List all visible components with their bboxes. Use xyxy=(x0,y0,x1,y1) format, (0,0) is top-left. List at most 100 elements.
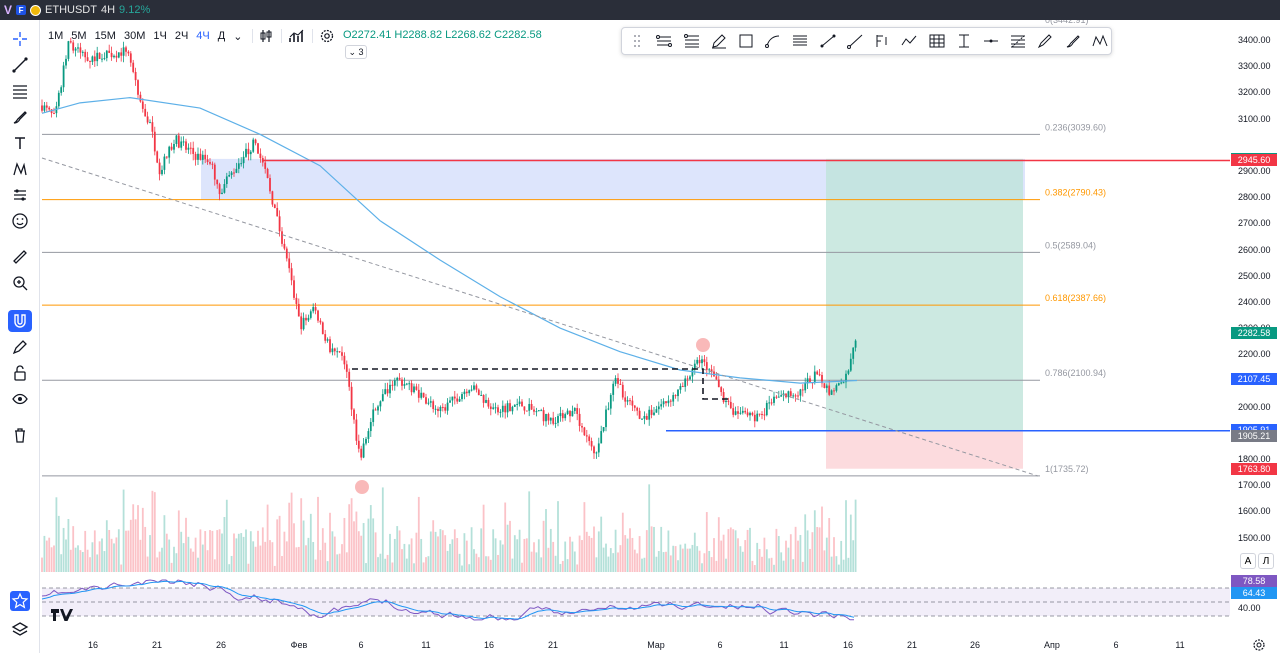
stay-in-drawing-button[interactable] xyxy=(8,336,32,358)
fav-tool-pen-button[interactable] xyxy=(1034,30,1056,52)
candle-body xyxy=(744,410,747,413)
settings-gear-icon[interactable] xyxy=(319,28,335,44)
ruler-tool-button[interactable] xyxy=(8,246,32,268)
trendline-icon xyxy=(820,34,836,48)
fav-tool-highlighter-button[interactable] xyxy=(708,30,730,52)
timeframe-1h[interactable]: 1Ч xyxy=(153,30,167,42)
high-marker xyxy=(696,338,710,352)
fav-tool-hline-button[interactable] xyxy=(980,30,1002,52)
lock-drawings-button[interactable] xyxy=(8,362,32,384)
candle-body xyxy=(545,414,547,422)
timeframe-4h[interactable]: 4Ч xyxy=(196,30,210,42)
volume-bar xyxy=(213,559,216,572)
volume-bar xyxy=(307,537,310,572)
candle-body xyxy=(343,355,346,365)
volume-bar xyxy=(233,533,235,572)
crosshair-tool-button[interactable] xyxy=(8,28,32,50)
price-axis[interactable]: 3400.00 3300.00 3200.00 3100.00 2900.00 2800.… xyxy=(1230,20,1280,633)
fav-tool-grid-button[interactable] xyxy=(925,30,947,52)
volume-bar xyxy=(521,562,523,572)
volume-bar xyxy=(571,541,574,572)
fav-tool-price-range-button[interactable] xyxy=(953,30,975,52)
volume-bar xyxy=(353,521,355,572)
symbol-icon xyxy=(30,4,42,16)
remove-drawings-button[interactable] xyxy=(8,424,32,446)
volume-bar xyxy=(722,534,725,572)
volume-bar xyxy=(444,535,447,572)
pattern-tool-button[interactable] xyxy=(8,158,32,180)
fav-tool-fib-retracement-button[interactable] xyxy=(1007,30,1029,52)
ray-icon xyxy=(846,34,863,49)
user-drawings[interactable] xyxy=(41,157,1230,494)
candle-body xyxy=(149,122,151,124)
volume-bar xyxy=(753,565,756,572)
fav-tool-fib-channel-button[interactable] xyxy=(680,30,702,52)
candle-body xyxy=(583,427,586,436)
volume-bar xyxy=(662,552,665,572)
volume-bar xyxy=(782,560,785,572)
volume-bar xyxy=(780,552,783,572)
favorites-button[interactable] xyxy=(8,590,32,612)
trendline-tool-button[interactable] xyxy=(8,54,32,76)
candle-body xyxy=(729,401,732,409)
brand-badge-icon: F xyxy=(16,5,27,15)
fav-tool-ray-button[interactable] xyxy=(844,30,866,52)
volume-bar xyxy=(513,535,516,572)
symbol-interval[interactable]: 4H xyxy=(100,4,116,16)
fav-tool-rectangle-button[interactable] xyxy=(735,30,757,52)
time-axis-settings-button[interactable] xyxy=(1252,638,1266,653)
fav-tool-long-position-button[interactable] xyxy=(871,30,893,52)
volume-bar xyxy=(689,548,691,572)
tradingview-logo[interactable] xyxy=(50,606,74,622)
candle-style-icon[interactable] xyxy=(259,28,275,44)
indicators-toggle[interactable]: ⌄ 3 xyxy=(345,45,367,59)
fav-tool-path-button[interactable] xyxy=(898,30,920,52)
text-tool-button[interactable] xyxy=(8,132,32,154)
candle-body xyxy=(765,402,768,416)
price-chart[interactable]: 0.236(3039.60) 0.382(2790.43) 0.5(2589.04)… xyxy=(40,20,1280,633)
timeframe-menu-chevron-icon[interactable]: ⌄ xyxy=(233,30,243,43)
fav-tool-xabcd-button[interactable] xyxy=(1089,30,1111,52)
volume-bar xyxy=(441,530,444,572)
fav-tool-hlines-button[interactable] xyxy=(789,30,811,52)
timeframe-30m[interactable]: 30M xyxy=(123,30,146,42)
candle-body xyxy=(197,153,199,160)
icons-tool-button[interactable] xyxy=(8,210,32,232)
candle-body xyxy=(852,347,855,359)
fav-tool-trendline-button[interactable] xyxy=(817,30,839,52)
volume-bar xyxy=(525,538,528,572)
candle-body xyxy=(223,184,226,193)
fib-tool-button[interactable] xyxy=(8,80,32,102)
auto-scale-button[interactable]: A xyxy=(1240,553,1256,569)
candle-body xyxy=(141,101,144,109)
symbol-name[interactable]: ETHUSDT xyxy=(45,4,97,16)
fav-tool-arc-button[interactable] xyxy=(762,30,784,52)
hide-drawings-button[interactable] xyxy=(8,388,32,410)
object-tree-button[interactable] xyxy=(8,618,32,640)
zoom-tool-button[interactable] xyxy=(8,272,32,294)
volume-bar xyxy=(125,530,127,572)
timeframe-day[interactable]: Д xyxy=(217,30,226,42)
timeframe-15m[interactable]: 15M xyxy=(94,30,116,42)
candle-body xyxy=(348,371,351,387)
candle-body xyxy=(415,386,418,390)
log-scale-button[interactable]: Л xyxy=(1258,553,1274,569)
volume-bar xyxy=(221,533,223,572)
candle-body xyxy=(285,248,288,259)
timeframe-2h[interactable]: 2Ч xyxy=(174,30,189,42)
toolbar-drag-handle-icon[interactable] xyxy=(626,30,648,52)
highlighter-icon xyxy=(711,34,726,49)
time-axis[interactable]: 16 21 26 Фев 6 11 16 21 Мар 6 11 16 21 26 Апр 6 11 xyxy=(40,636,1230,653)
brush-tool-button[interactable] xyxy=(8,106,32,128)
indicators-icon[interactable] xyxy=(288,28,306,44)
magnet-mode-button[interactable] xyxy=(8,310,32,332)
prediction-tool-button[interactable] xyxy=(8,184,32,206)
timeframe-5m[interactable]: 5M xyxy=(71,30,87,42)
candlestick-series xyxy=(41,37,857,461)
fav-tool-parallel-channel-button[interactable] xyxy=(653,30,675,52)
timeframe-1m[interactable]: 1M xyxy=(48,30,64,42)
fibonacci-retracement[interactable]: 0.236(3039.60) 0.382(2790.43) 0.5(2589.04)… xyxy=(42,20,1106,477)
divider xyxy=(281,29,283,43)
fav-tool-brush-button[interactable] xyxy=(1062,30,1084,52)
candle-body xyxy=(470,389,473,391)
